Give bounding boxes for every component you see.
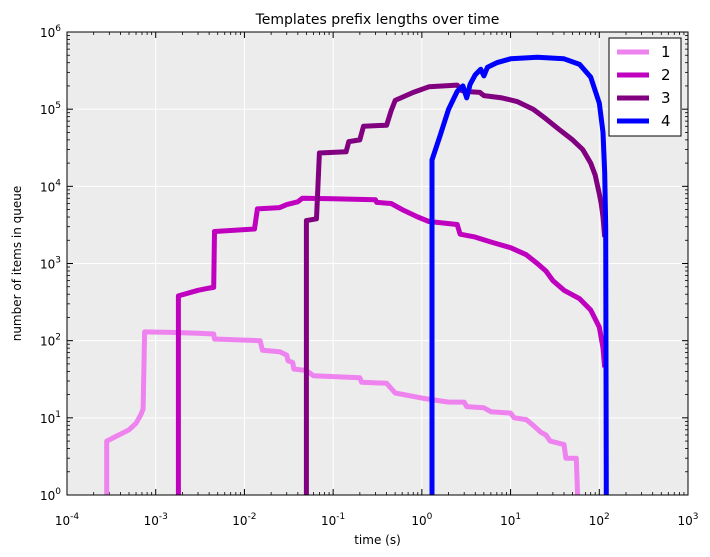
legend-label-1: 1 (661, 43, 671, 61)
x-tick-label: 10-3 (144, 512, 168, 528)
x-tick-label: 10-4 (55, 512, 80, 528)
x-tick-label: 10-2 (232, 512, 256, 528)
series-line-2 (175, 195, 608, 495)
x-tick-label: 10-1 (321, 512, 345, 528)
x-tick-labels: 10-4 10-3 10-2 10-1 100 101 102 103 (55, 512, 699, 528)
x-tick-label: 100 (411, 512, 432, 528)
y-tick-label: 106 (40, 24, 61, 40)
legend-label-4: 4 (661, 112, 671, 130)
x-tick-label: 103 (677, 512, 698, 528)
y-axis-label: number of items in queue (10, 186, 24, 342)
series-line-1 (104, 329, 581, 495)
x-tick-label: 101 (500, 512, 521, 528)
legend-label-2: 2 (661, 66, 671, 84)
legend: 1 2 3 4 (608, 37, 682, 137)
y-tick-label: 104 (40, 178, 61, 194)
x-axis-label: time (s) (354, 533, 401, 547)
y-tick-label: 100 (40, 487, 61, 503)
series-line-4 (429, 54, 609, 495)
y-tick-label: 103 (40, 256, 61, 272)
plot-frame (66, 31, 689, 496)
y-tick-labels: 100 101 102 103 104 105 106 (40, 24, 61, 503)
legend-label-3: 3 (661, 89, 671, 107)
chart-title: Templates prefix lengths over time (255, 12, 500, 28)
y-tick-label: 105 (40, 101, 61, 117)
y-tick-label: 101 (40, 410, 61, 426)
series-lines (104, 54, 609, 495)
y-tick-label: 102 (40, 333, 61, 349)
x-tick-label: 102 (589, 512, 610, 528)
